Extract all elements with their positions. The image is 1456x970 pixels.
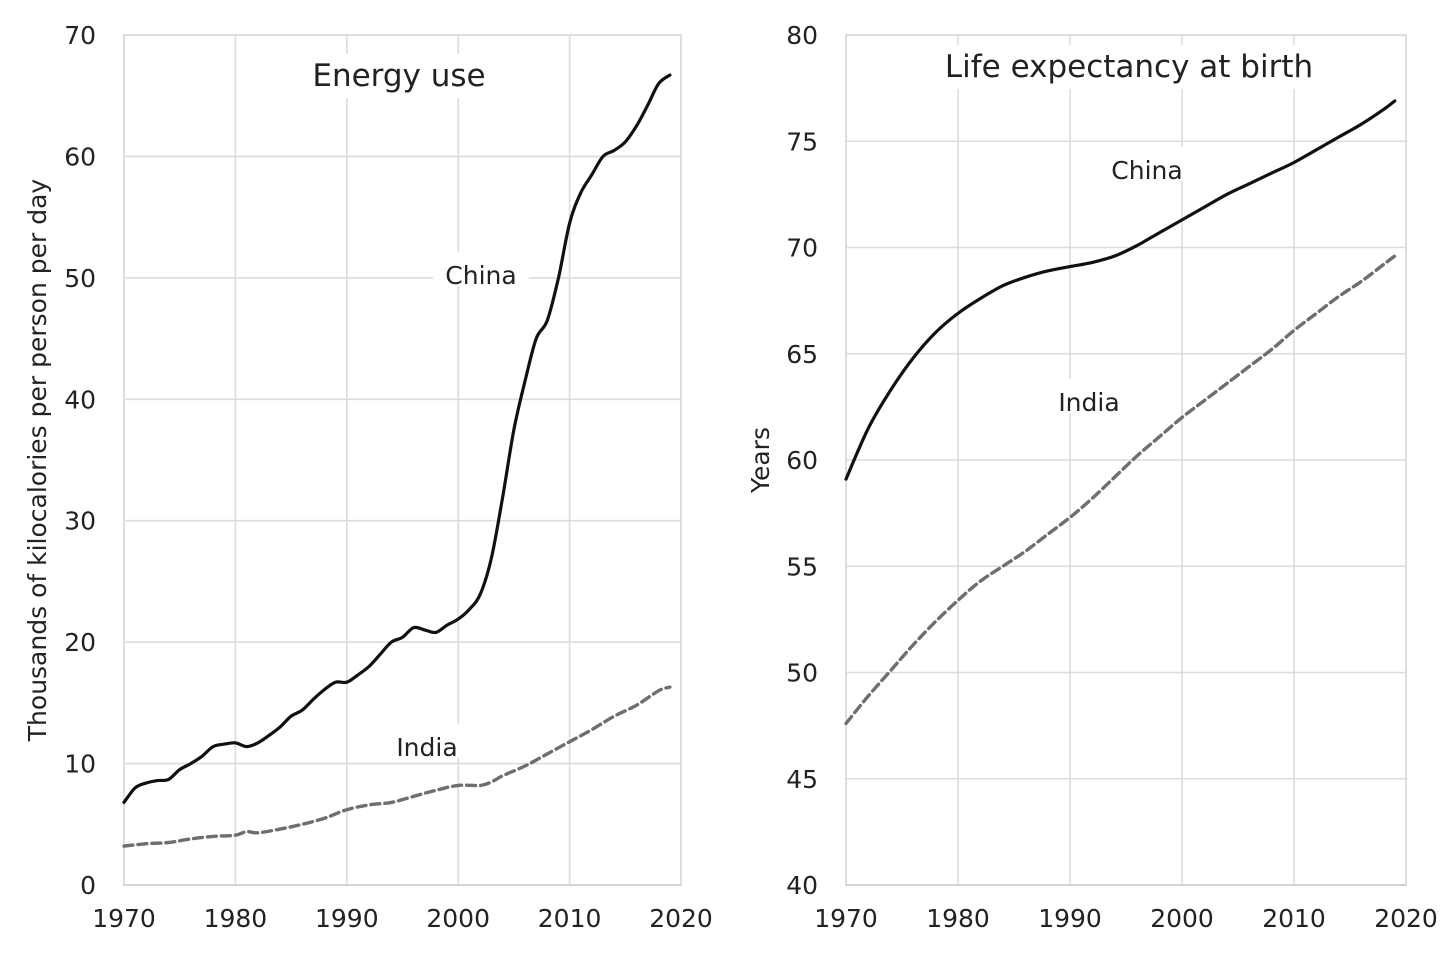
chart-title: Energy use — [312, 58, 485, 94]
x-tick-label: 2020 — [649, 904, 713, 933]
y-tick-label: 55 — [786, 552, 818, 581]
y-tick-label: 75 — [786, 127, 818, 156]
x-tick-label: 1980 — [926, 904, 990, 933]
y-tick-label: 10 — [64, 750, 96, 779]
x-tick-label: 2010 — [538, 904, 602, 933]
y-tick-label: 40 — [64, 385, 96, 414]
chart-title: Life expectancy at birth — [945, 49, 1313, 85]
y-tick-label: 70 — [786, 234, 818, 263]
y-tick-label: 20 — [64, 628, 96, 657]
x-tick-label: 1980 — [204, 904, 268, 933]
series-label-backing — [386, 724, 468, 758]
y-tick-label: 0 — [80, 871, 96, 900]
y-axis-label: Thousands of kilocalories per person per… — [23, 179, 52, 743]
x-tick-label: 2000 — [1150, 904, 1214, 933]
y-tick-label: 50 — [64, 264, 96, 293]
chart-title-backing — [934, 45, 1324, 89]
x-tick-label: 2020 — [1374, 904, 1438, 933]
x-tick-label: 1970 — [92, 904, 156, 933]
life-expectancy-chart: 40 45 50 55 60 65 70 75 80 1970 1980 1990 2000 2010 20… — [746, 21, 1438, 933]
series-label-china: China — [1111, 156, 1182, 185]
x-tick-label: 2000 — [426, 904, 490, 933]
series-label-backing — [1099, 147, 1195, 181]
y-axis-label: Years — [746, 427, 775, 494]
y-tick-label: 65 — [786, 340, 818, 369]
x-tick-label: 1990 — [1038, 904, 1102, 933]
series-label-india: India — [1058, 388, 1119, 417]
y-tick-label: 40 — [786, 871, 818, 900]
x-tick-label: 1990 — [315, 904, 379, 933]
y-tick-label: 30 — [64, 507, 96, 536]
series-line-india — [844, 254, 1397, 726]
energy-use-chart: 0 10 20 30 40 50 60 70 1970 1980 1990 2000 2010 2020 T… — [23, 21, 713, 933]
series-line-india — [122, 685, 672, 848]
series-line-china — [844, 99, 1397, 481]
series-label-backing — [1048, 379, 1130, 413]
y-tick-label: 50 — [786, 659, 818, 688]
series-label-backing — [433, 252, 529, 286]
series-line-china — [122, 73, 672, 804]
series-label-china: China — [445, 261, 516, 290]
chart-title-backing — [302, 54, 496, 98]
series-label-india: India — [396, 733, 457, 762]
y-tick-label: 70 — [64, 21, 96, 50]
y-tick-label: 45 — [786, 765, 818, 794]
y-tick-label: 60 — [64, 142, 96, 171]
y-tick-label: 80 — [786, 21, 818, 50]
x-tick-label: 2010 — [1262, 904, 1326, 933]
x-tick-label: 1970 — [814, 904, 878, 933]
y-tick-label: 60 — [786, 446, 818, 475]
